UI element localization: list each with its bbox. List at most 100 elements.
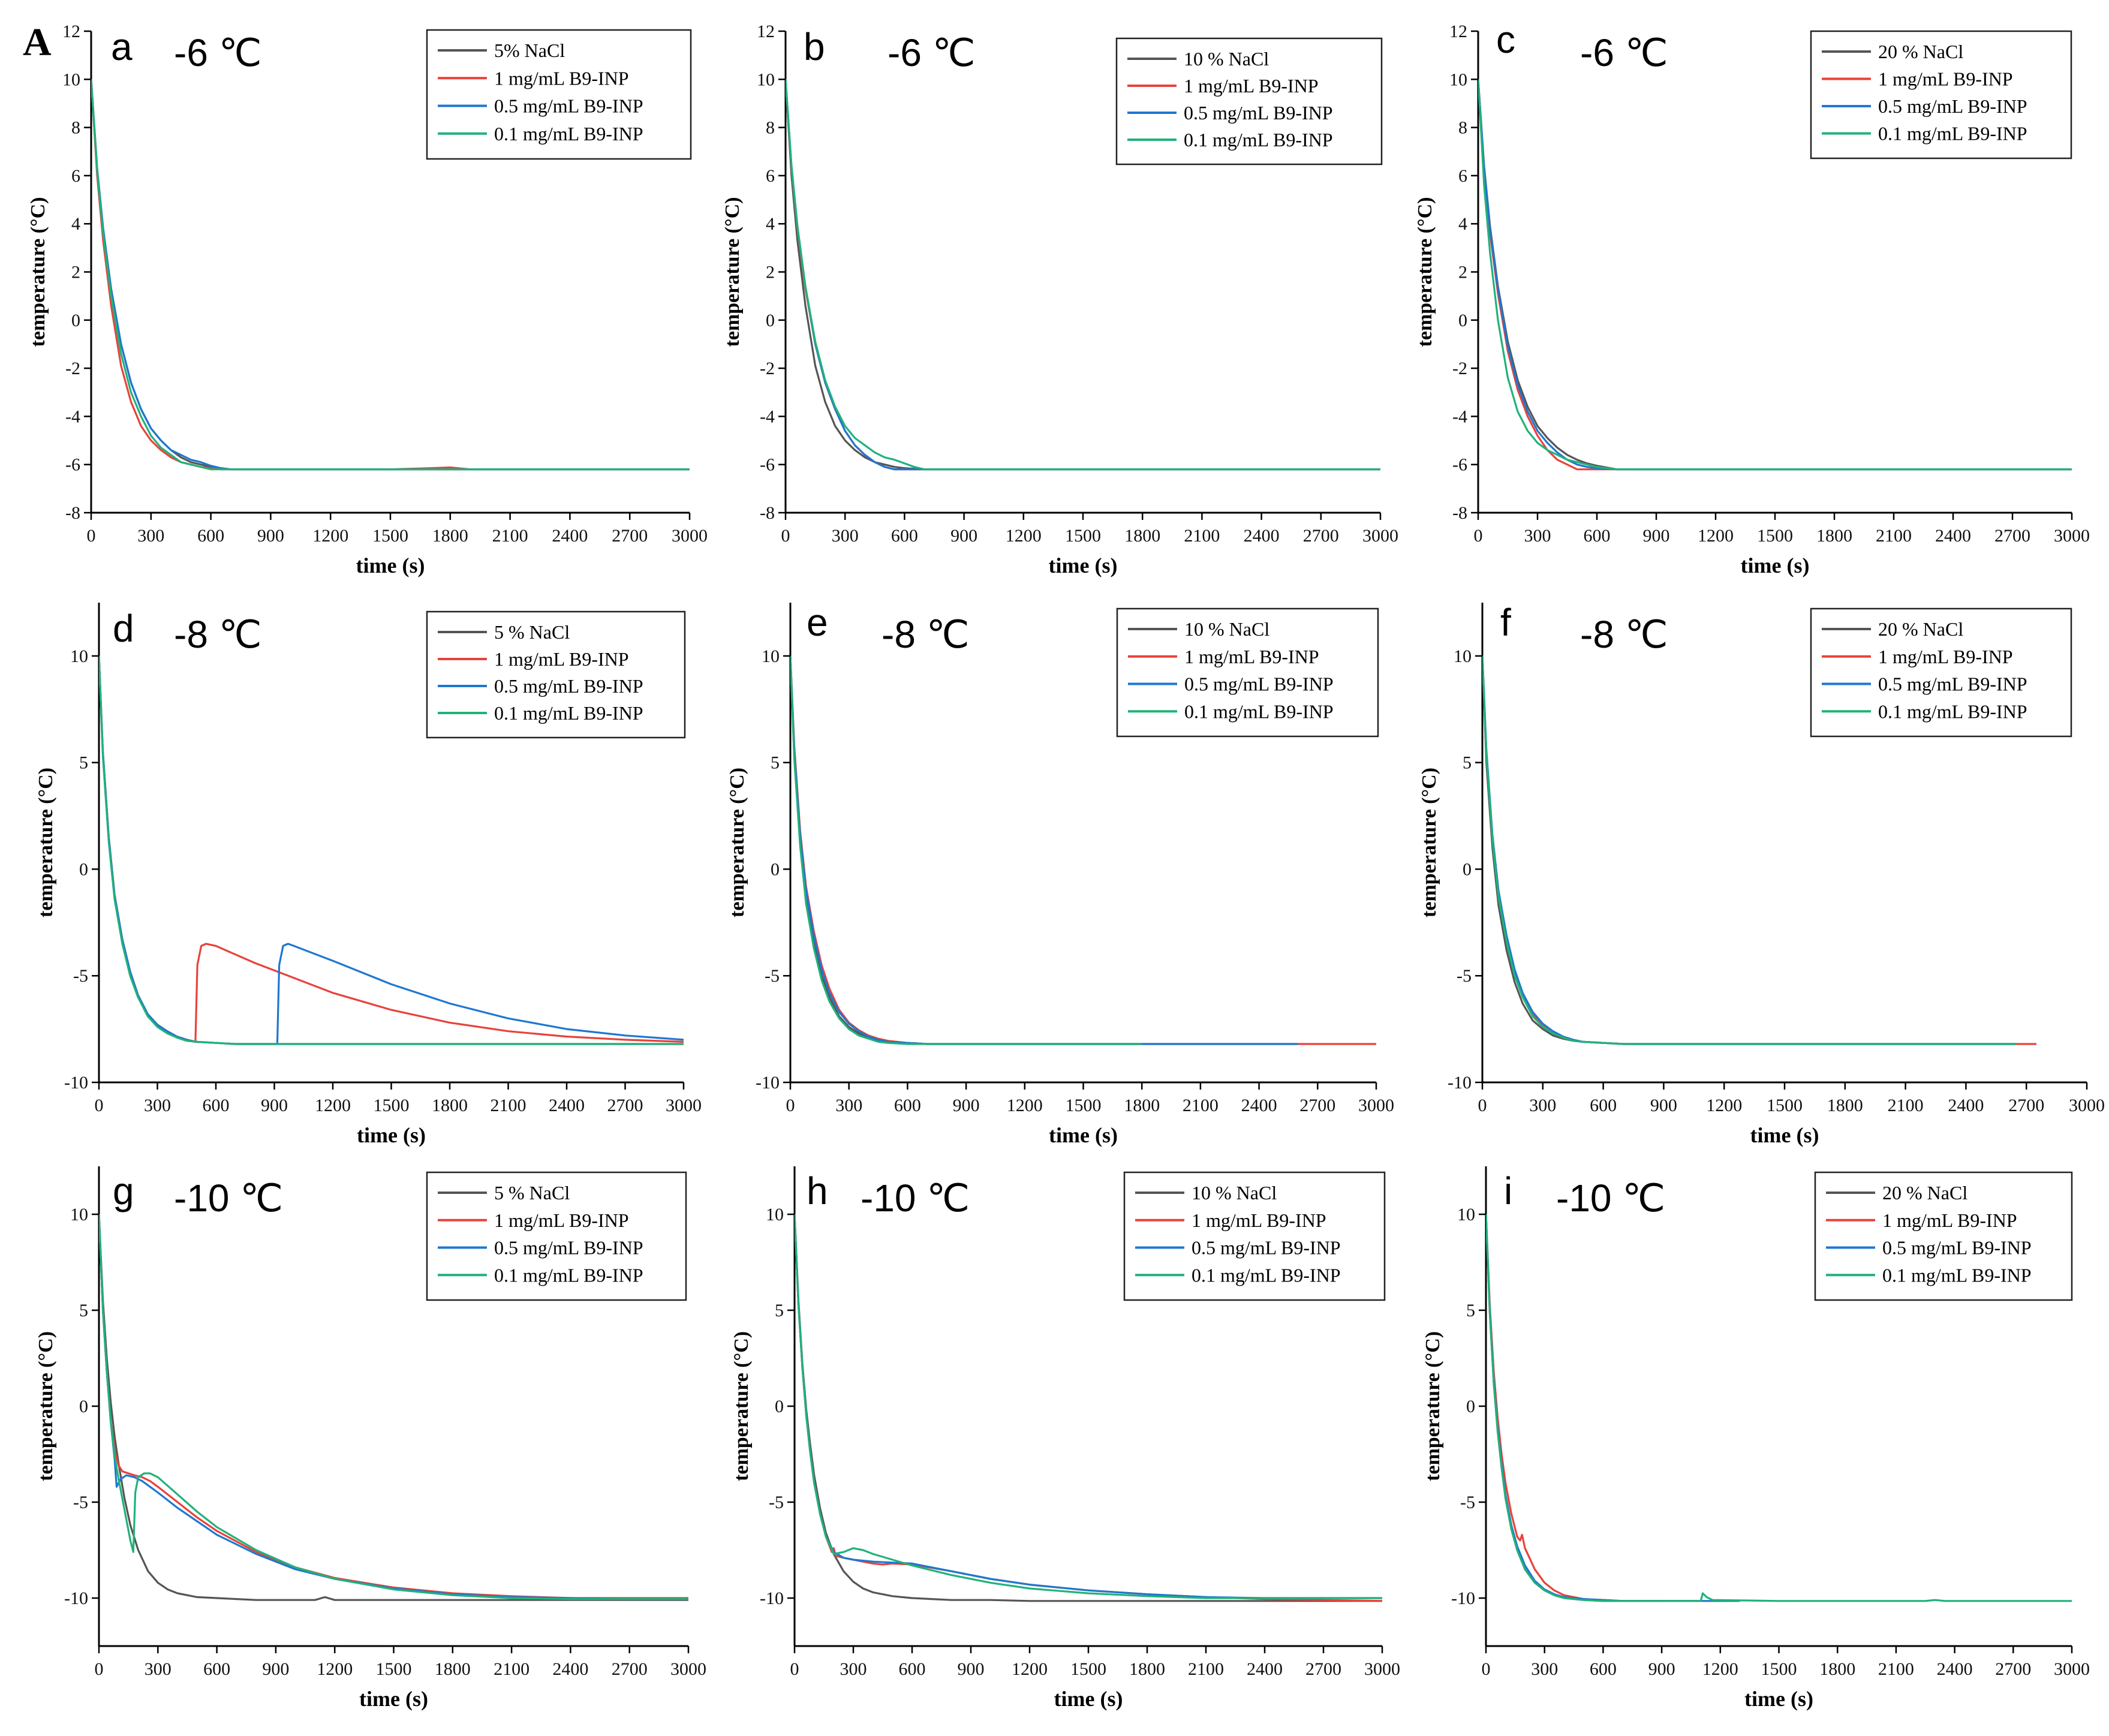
x-tick-label: 3000 bbox=[670, 1659, 706, 1679]
x-tick-label: 900 bbox=[262, 1659, 289, 1679]
x-tick-label: 1800 bbox=[1819, 1659, 1855, 1679]
legend-label-1: 1 mg/mL B9-INP bbox=[1184, 646, 1319, 667]
x-tick-label: 3000 bbox=[1362, 526, 1398, 546]
y-tick-label: -2 bbox=[65, 359, 80, 378]
x-tick-label: 2400 bbox=[1937, 1659, 1973, 1679]
condition-label: -6 ℃ bbox=[174, 31, 262, 74]
y-tick-label: 10 bbox=[1457, 1205, 1475, 1224]
x-tick-label: 3000 bbox=[2054, 1659, 2090, 1679]
x-tick-label: 2100 bbox=[1188, 1659, 1224, 1679]
x-tick-label: 600 bbox=[1584, 526, 1611, 546]
x-tick-label: 3000 bbox=[2054, 526, 2090, 546]
y-tick-label: 0 bbox=[71, 311, 80, 330]
x-tick-label: 2100 bbox=[491, 1096, 527, 1115]
legend: 5% NaCl 1 mg/mL B9-INP 0.5 mg/mL B9-INP 0.1… bbox=[426, 29, 692, 160]
condition-label: -6 ℃ bbox=[887, 31, 976, 74]
legend-label-2: 0.5 mg/mL B9-INP bbox=[494, 675, 643, 697]
series-line-3 bbox=[99, 1214, 688, 1600]
panel-letter: c bbox=[1496, 18, 1515, 61]
x-tick-label: 300 bbox=[1529, 1096, 1556, 1115]
x-tick-label: 2100 bbox=[1888, 1096, 1924, 1115]
x-tick-label: 2400 bbox=[549, 1096, 585, 1115]
y-tick-label: 4 bbox=[766, 214, 775, 234]
y-tick-label: 10 bbox=[70, 646, 88, 666]
y-tick-label: 0 bbox=[79, 859, 88, 879]
legend: 20 % NaCl 1 mg/mL B9-INP 0.5 mg/mL B9-INP 0… bbox=[1810, 607, 2072, 738]
x-tick-label: 1500 bbox=[376, 1659, 412, 1679]
x-axis-label: time (s) bbox=[1750, 1123, 1819, 1147]
legend-label-0: 20 % NaCl bbox=[1878, 618, 1963, 640]
panel-letter: g bbox=[113, 1169, 134, 1213]
y-tick-label: 10 bbox=[62, 70, 80, 89]
legend-label-0: 5% NaCl bbox=[494, 40, 565, 61]
figure-label: A bbox=[23, 20, 52, 64]
legend-label-2: 0.5 mg/mL B9-INP bbox=[1184, 102, 1333, 124]
y-tick-label: -5 bbox=[769, 1493, 784, 1512]
panel-b: 0 300 600 900 1200 1500 1800 2100 2400 2700 3000-8… bbox=[721, 22, 1398, 577]
x-tick-label: 1800 bbox=[1129, 1659, 1165, 1679]
condition-label: -10 ℃ bbox=[174, 1177, 283, 1220]
legend-label-3: 0.1 mg/mL B9-INP bbox=[1878, 700, 2027, 722]
x-tick-label: 600 bbox=[1590, 1659, 1617, 1679]
x-tick-label: 1500 bbox=[1761, 1659, 1797, 1679]
y-tick-label: -6 bbox=[760, 455, 775, 475]
x-tick-label: 0 bbox=[95, 1096, 104, 1115]
y-tick-label: 5 bbox=[771, 753, 780, 773]
y-axis-label: temperature (°C) bbox=[27, 197, 49, 347]
x-tick-label: 3000 bbox=[1358, 1096, 1394, 1115]
legend-label-3: 0.1 mg/mL B9-INP bbox=[1882, 1264, 2032, 1286]
x-tick-label: 1500 bbox=[1066, 1096, 1102, 1115]
x-tick-label: 900 bbox=[257, 526, 284, 546]
y-tick-label: 5 bbox=[775, 1301, 784, 1320]
x-tick-label: 300 bbox=[832, 526, 859, 546]
panel-letter: h bbox=[807, 1169, 828, 1213]
x-tick-label: 2700 bbox=[1303, 526, 1339, 546]
y-tick-label: -6 bbox=[65, 455, 80, 475]
x-tick-label: 0 bbox=[87, 526, 96, 546]
x-tick-label: 2100 bbox=[1183, 1096, 1219, 1115]
x-tick-label: 900 bbox=[1648, 1659, 1675, 1679]
x-tick-label: 1200 bbox=[1006, 526, 1042, 546]
x-tick-label: 1500 bbox=[1065, 526, 1101, 546]
y-tick-label: 0 bbox=[775, 1397, 784, 1416]
x-tick-label: 2700 bbox=[1305, 1659, 1341, 1679]
x-tick-label: 900 bbox=[261, 1096, 288, 1115]
x-tick-label: 300 bbox=[1524, 526, 1551, 546]
x-tick-label: 300 bbox=[1531, 1659, 1558, 1679]
x-tick-label: 600 bbox=[894, 1096, 921, 1115]
x-tick-label: 1200 bbox=[317, 1659, 353, 1679]
x-tick-label: 2100 bbox=[492, 526, 528, 546]
y-tick-label: 0 bbox=[1466, 1397, 1475, 1416]
legend-label-1: 1 mg/mL B9-INP bbox=[494, 1210, 629, 1231]
x-tick-label: 2100 bbox=[1878, 1659, 1914, 1679]
panel-a: 0 300 600 900 1200 1500 1800 2100 2400 2700 3000-8… bbox=[27, 22, 708, 577]
y-tick-label: -10 bbox=[760, 1588, 784, 1608]
x-tick-label: 3000 bbox=[672, 526, 708, 546]
x-tick-label: 2700 bbox=[2008, 1096, 2044, 1115]
y-tick-label: -10 bbox=[1451, 1588, 1475, 1608]
x-tick-label: 1500 bbox=[1070, 1659, 1106, 1679]
y-tick-label: -10 bbox=[1448, 1073, 1472, 1093]
x-axis-label: time (s) bbox=[357, 1123, 426, 1147]
legend-label-2: 0.5 mg/mL B9-INP bbox=[1192, 1237, 1341, 1259]
condition-label: -6 ℃ bbox=[1580, 31, 1668, 74]
legend-label-0: 20 % NaCl bbox=[1878, 41, 1963, 62]
series-line-0 bbox=[1486, 1214, 1701, 1602]
x-tick-label: 1800 bbox=[432, 526, 468, 546]
y-tick-label: 0 bbox=[771, 859, 780, 879]
y-tick-label: -6 bbox=[1452, 455, 1467, 475]
legend-label-0: 5 % NaCl bbox=[494, 621, 570, 643]
x-tick-label: 2700 bbox=[607, 1096, 643, 1115]
y-tick-label: 12 bbox=[757, 22, 775, 41]
legend-label-1: 1 mg/mL B9-INP bbox=[1184, 75, 1319, 97]
panel-e: 0 300 600 900 1200 1500 1800 2100 2400 2700 3000 -1… bbox=[726, 601, 1394, 1147]
x-tick-label: 1500 bbox=[374, 1096, 410, 1115]
legend: 5 % NaCl 1 mg/mL B9-INP 0.5 mg/mL B9-INP 0.… bbox=[426, 1171, 687, 1301]
x-tick-label: 2100 bbox=[1184, 526, 1220, 546]
x-tick-label: 300 bbox=[145, 1659, 172, 1679]
y-tick-label: 6 bbox=[71, 166, 80, 186]
x-tick-label: 2400 bbox=[552, 526, 588, 546]
x-tick-label: 2700 bbox=[1994, 526, 2030, 546]
legend-label-1: 1 mg/mL B9-INP bbox=[1192, 1210, 1326, 1231]
x-tick-label: 1800 bbox=[435, 1659, 471, 1679]
